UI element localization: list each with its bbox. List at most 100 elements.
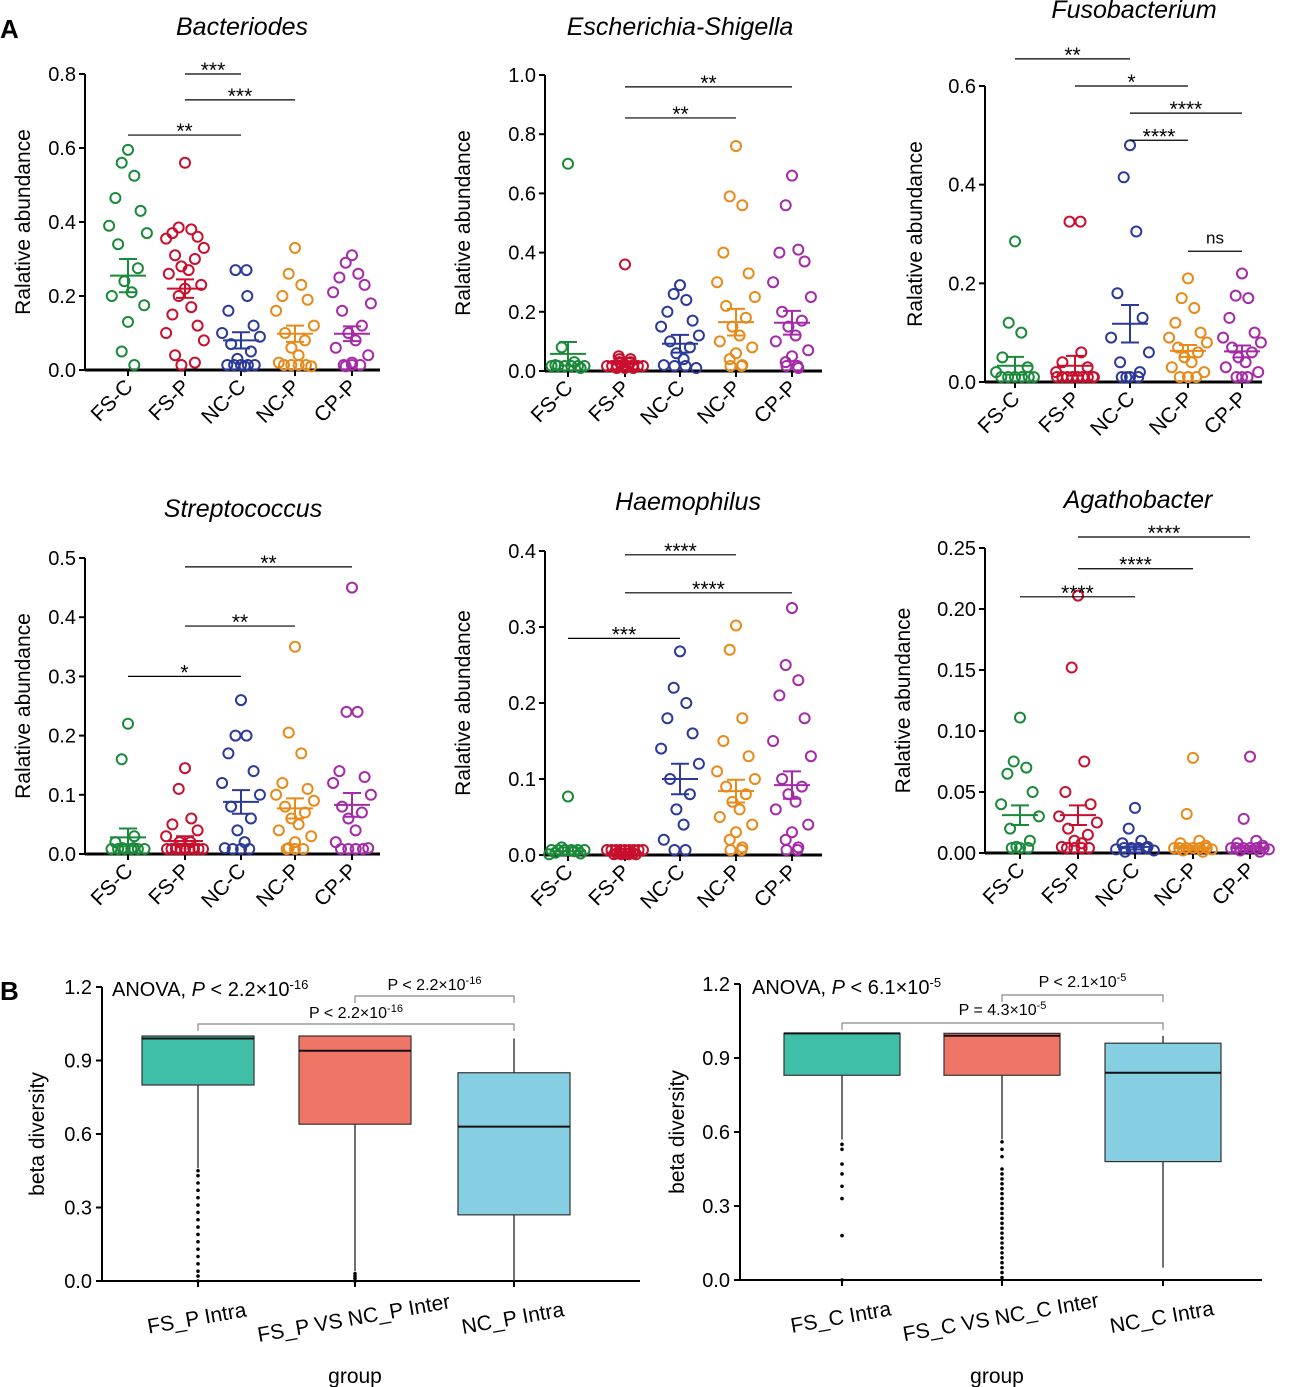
anova-p-symbol: P [832, 977, 846, 999]
data-point [278, 359, 290, 371]
data-point [162, 267, 175, 280]
data-point [292, 349, 305, 362]
data-point [231, 352, 244, 365]
data-point [349, 843, 362, 855]
data-point [358, 771, 371, 784]
outlier-point [196, 1210, 200, 1215]
data-point [792, 243, 805, 256]
scatter-panel-6: Agathobacter Ralative abundance 0.00 0.05 0.… [892, 486, 1275, 912]
data-point [282, 267, 295, 280]
outlier-point [196, 1168, 200, 1173]
data-point [1217, 331, 1230, 344]
data-point [995, 371, 1008, 383]
data-point [352, 267, 365, 280]
data-point [661, 712, 674, 725]
data-point [730, 619, 742, 632]
outlier-point [1000, 1216, 1004, 1221]
x-category-label: NC-P [693, 376, 746, 429]
data-point [1115, 371, 1128, 383]
y-axis-label: Ralative abundance [904, 141, 927, 327]
y-tick-label: 1.2 [64, 977, 92, 999]
data-point [333, 271, 346, 284]
significance-label: *** [612, 623, 637, 646]
outlier-point [1000, 1167, 1004, 1171]
data-point [1074, 215, 1087, 228]
data-point [748, 773, 761, 785]
comparison-bracket [1001, 994, 1164, 1002]
data-point [270, 788, 283, 801]
data-point [1125, 842, 1138, 854]
data-point [769, 335, 782, 348]
data-point [342, 812, 355, 825]
data-point [349, 824, 362, 837]
data-point [140, 227, 153, 240]
data-point [241, 359, 254, 371]
data-point [188, 356, 201, 369]
x-category-label: NC-C [197, 859, 250, 912]
data-point [166, 227, 179, 240]
data-point [229, 264, 242, 277]
scatter-panel-1: Bacteriodes Ralative abundance 0.0 0.2 0.4 0.… [12, 13, 380, 429]
chart-title: Streptococcus [164, 495, 322, 523]
comparison-bracket [354, 995, 515, 1003]
data-point [1187, 751, 1199, 764]
data-point [995, 798, 1008, 811]
comparison-label: P < 2.2×10-16 [388, 975, 482, 994]
x-category-label: FS-C [87, 375, 138, 426]
data-point [1002, 371, 1015, 383]
outlier-point [1000, 1256, 1004, 1260]
data-point [1185, 356, 1198, 369]
data-point [1075, 346, 1088, 359]
data-point [1175, 292, 1188, 305]
data-point [231, 824, 244, 837]
outlier-point [196, 1181, 200, 1185]
data-point [1081, 371, 1094, 383]
significance-label: ** [260, 552, 276, 575]
y-tick-label: 0.1 [508, 769, 536, 791]
data-point [1124, 139, 1136, 152]
box-panel-2: 0.0 0.3 0.6 0.9 1.2 beta diversity group FS_C I… [666, 972, 1262, 1387]
data-point [300, 359, 312, 371]
data-point [279, 800, 292, 813]
data-point [241, 290, 254, 302]
outlier-point [196, 1254, 200, 1259]
data-point [739, 788, 752, 801]
y-tick-label: 0.0 [948, 372, 976, 394]
y-tick-label: 0.6 [702, 1122, 730, 1144]
data-point [773, 689, 786, 702]
x-axis-label: group [970, 1365, 1024, 1387]
y-axis-label: Ralative abundance [12, 613, 35, 799]
x-category-label: CP-P [310, 859, 362, 911]
data-point [1173, 371, 1186, 383]
x-category-label: CP-P [310, 375, 362, 427]
data-point [1182, 272, 1194, 285]
data-point [578, 844, 591, 856]
comparison-bracket [841, 1022, 1164, 1030]
outlier-point [840, 1147, 844, 1152]
data-point [1020, 761, 1033, 774]
x-category-label: NC-P [1150, 858, 1203, 911]
outlier-point [1000, 1226, 1004, 1230]
data-point [690, 362, 703, 375]
x-category-label: FS-C [87, 859, 138, 910]
data-point [545, 844, 558, 856]
box [457, 1072, 571, 1216]
outlier-point [1000, 1260, 1004, 1265]
data-point [216, 327, 229, 339]
data-point [118, 843, 131, 855]
significance-label: * [1127, 71, 1135, 94]
data-point [301, 782, 314, 795]
y-tick-label: 0.8 [508, 124, 536, 146]
data-point [357, 843, 369, 855]
outlier-point [1000, 1201, 1004, 1206]
data-point [128, 169, 141, 182]
data-point [225, 338, 238, 351]
y-tick-label: 0.4 [508, 541, 536, 563]
outlier-point [840, 1233, 844, 1238]
data-point [748, 291, 761, 303]
outlier-point [1000, 1246, 1004, 1250]
data-point [105, 290, 118, 302]
data-point [191, 824, 204, 837]
data-point [109, 191, 122, 204]
x-category-label: FS_P VS NC_P Inter [256, 1290, 452, 1347]
